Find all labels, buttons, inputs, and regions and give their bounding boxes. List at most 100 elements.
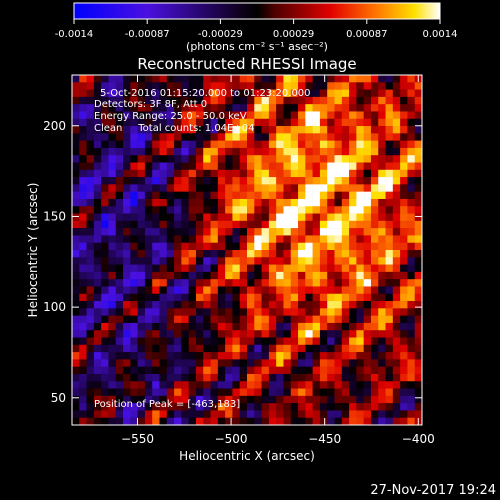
heatmap-cell xyxy=(217,410,226,419)
heatmap-cell xyxy=(312,301,321,309)
heatmap-cell xyxy=(305,213,313,222)
heatmap-cell xyxy=(298,169,306,178)
heatmap-cell xyxy=(152,337,160,346)
heatmap-cell xyxy=(254,395,262,404)
heatmap-cell xyxy=(312,330,321,338)
heatmap-cell xyxy=(407,286,416,295)
heatmap-cell xyxy=(385,271,394,280)
heatmap-cell xyxy=(349,279,357,287)
heatmap-cell xyxy=(327,206,335,214)
heatmap-cell xyxy=(101,198,109,207)
heatmap-cell xyxy=(298,337,306,346)
heatmap-cell xyxy=(203,126,211,134)
heatmap-cell xyxy=(195,286,204,295)
heatmap-cell xyxy=(181,308,189,316)
heatmap-cell xyxy=(327,417,335,425)
heatmap-cell xyxy=(349,96,357,105)
heatmap-cell xyxy=(181,191,189,200)
heatmap-cell xyxy=(159,228,168,236)
heatmap-cell xyxy=(152,271,160,280)
heatmap-cell xyxy=(341,373,350,382)
heatmap-cell xyxy=(203,220,211,229)
heatmap-cell xyxy=(93,322,102,331)
heatmap-cell xyxy=(210,301,219,309)
heatmap-cell xyxy=(232,293,241,302)
heatmap-cell xyxy=(93,381,102,389)
heatmap-cell xyxy=(305,301,313,309)
heatmap-cell xyxy=(349,257,357,265)
heatmap-cell xyxy=(247,293,255,302)
heatmap-cell xyxy=(385,337,394,346)
heatmap-cell xyxy=(174,366,182,375)
heatmap-cell xyxy=(188,133,197,141)
heatmap-cell xyxy=(327,177,335,185)
heatmap-cell xyxy=(181,330,189,338)
heatmap-cell xyxy=(181,286,189,295)
heatmap-cell xyxy=(232,126,241,134)
heatmap-cell xyxy=(370,140,379,149)
heatmap-cell xyxy=(72,89,80,98)
heatmap-cell xyxy=(268,162,277,171)
heatmap-cell xyxy=(319,330,328,338)
heatmap-cell xyxy=(341,381,350,389)
heatmap-cell xyxy=(356,403,364,411)
heatmap-cell xyxy=(239,118,248,127)
heatmap-cell xyxy=(181,344,189,353)
heatmap-cell xyxy=(225,322,233,331)
heatmap-cell xyxy=(334,250,343,258)
heatmap-cell xyxy=(159,75,168,83)
heatmap-cell xyxy=(400,89,408,98)
heatmap-cell xyxy=(217,417,226,425)
heatmap-cell xyxy=(392,89,401,98)
heatmap-cell xyxy=(400,337,408,346)
heatmap-cell xyxy=(400,271,408,280)
heatmap-cell xyxy=(261,337,270,346)
heatmap-cell xyxy=(159,337,168,346)
heatmap-cell xyxy=(261,286,270,295)
heatmap-cell xyxy=(254,206,262,214)
heatmap-cell xyxy=(79,242,87,251)
colorbar-tick-label: 0.00029 xyxy=(273,29,314,40)
heatmap-cell xyxy=(166,155,175,163)
heatmap-cell xyxy=(174,344,182,353)
heatmap-cell xyxy=(123,198,131,207)
heatmap-cell xyxy=(159,177,168,185)
heatmap-cell xyxy=(123,352,131,360)
heatmap-cell xyxy=(159,308,168,316)
heatmap-cell xyxy=(239,191,248,200)
heatmap-cell xyxy=(319,206,328,214)
heatmap-cell xyxy=(370,315,379,324)
heatmap-cell xyxy=(144,286,153,295)
annotation-clean-counts: Clean Total counts: 1.04E+04 xyxy=(94,123,254,134)
heatmap-cell xyxy=(349,242,357,251)
heatmap-cell xyxy=(334,410,343,419)
heatmap-cell xyxy=(232,191,241,200)
heatmap-cell xyxy=(217,242,226,251)
heatmap-cell xyxy=(239,133,248,141)
heatmap-cell xyxy=(385,242,394,251)
heatmap-cell xyxy=(72,118,80,127)
heatmap-cell xyxy=(79,155,87,163)
heatmap-cell xyxy=(349,89,357,98)
heatmap-cell xyxy=(123,228,131,236)
heatmap-cell xyxy=(203,315,211,324)
heatmap-cell xyxy=(290,184,299,192)
heatmap-cell xyxy=(349,388,357,397)
heatmap-cell xyxy=(210,89,219,98)
heatmap-cell xyxy=(290,330,299,338)
heatmap-cell xyxy=(225,162,233,171)
heatmap-cell xyxy=(115,191,124,200)
heatmap-cell xyxy=(217,279,226,287)
heatmap-cell xyxy=(276,235,284,244)
heatmap-cell xyxy=(79,140,87,149)
heatmap-cell xyxy=(181,403,189,411)
heatmap-cell xyxy=(312,257,321,265)
heatmap-cell xyxy=(188,250,197,258)
heatmap-cell xyxy=(232,228,241,236)
heatmap-cell xyxy=(181,417,189,425)
heatmap-cell xyxy=(341,366,350,375)
heatmap-cell xyxy=(203,264,211,273)
heatmap-cell xyxy=(254,279,262,287)
heatmap-cell xyxy=(268,133,277,141)
heatmap-cell xyxy=(93,213,102,222)
